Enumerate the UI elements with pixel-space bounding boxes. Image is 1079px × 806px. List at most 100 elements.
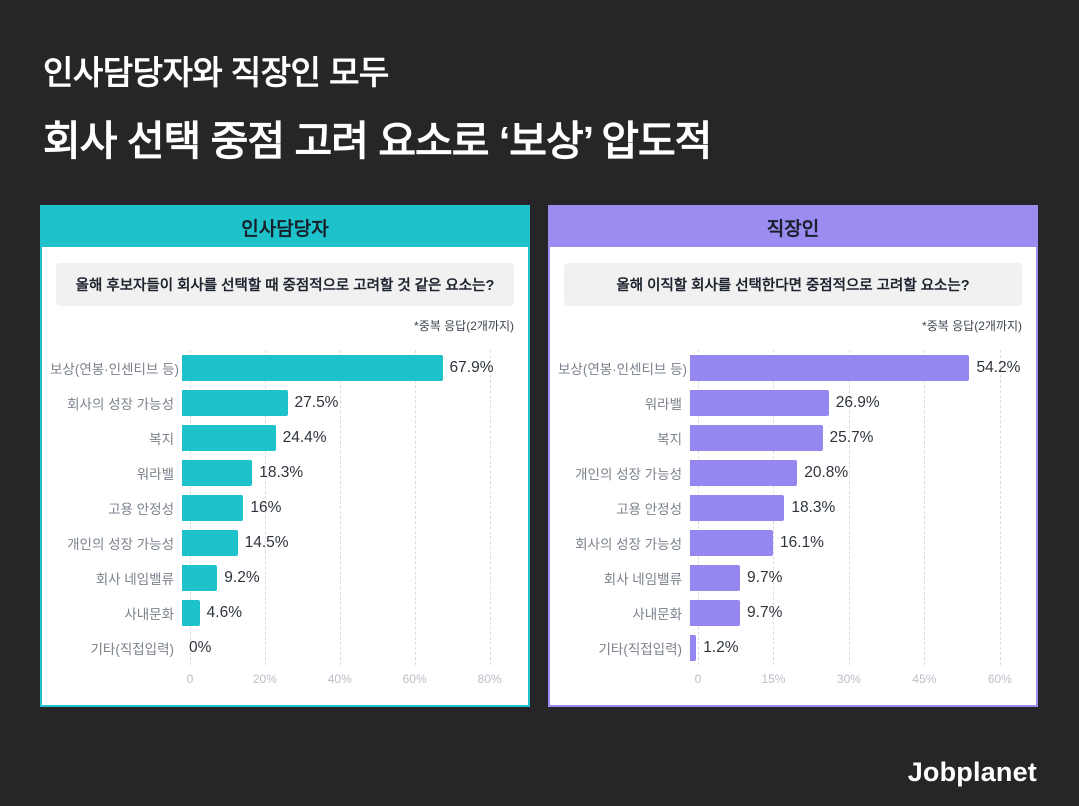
value-label: 1.2%: [703, 638, 739, 656]
x-tick-label: 0: [694, 672, 702, 686]
panel-employees: 직장인 올해 이직할 회사를 선택한다면 중점적으로 고려할 요소는? *중복 …: [548, 205, 1038, 707]
category-label: 워라밸: [644, 396, 682, 412]
value-label: 18.3%: [259, 463, 304, 481]
value-label: 54.2%: [976, 358, 1021, 376]
bar-row: 회사의 성장 가능성 16.1%: [558, 525, 1020, 560]
bar-track: 9.7%: [690, 564, 1020, 591]
x-tick-label: 60%: [402, 672, 427, 686]
panel-header-label: 직장인: [766, 218, 820, 240]
bar-row: 고용 안정성 16%: [50, 490, 512, 525]
bar: [182, 354, 443, 381]
bar: [182, 494, 244, 521]
category-label: 회사 네임밸류: [603, 571, 682, 587]
bar: [182, 424, 276, 451]
value-label: 9.2%: [224, 568, 260, 586]
value-label: 25.7%: [829, 428, 874, 446]
bar-rows: 보상(연봉·인센티브 등) 67.9% 회사의 성장 가능성 27.5% 복지 24.4%…: [50, 350, 512, 665]
x-tick-label: 20%: [252, 672, 277, 686]
value-label: 27.5%: [294, 393, 339, 411]
category-label: 기타(직접입력): [90, 641, 174, 657]
category-label: 기타(직접입력): [598, 641, 682, 657]
value-label: 9.7%: [747, 568, 783, 586]
panels-row: 인사담당자 올해 후보자들이 회사를 선택할 때 중점적으로 고려할 것 같은 …: [40, 205, 1038, 707]
bar: [690, 459, 798, 486]
bar: [690, 424, 823, 451]
bar-track: 9.7%: [690, 599, 1020, 626]
category-label: 사내문화: [632, 606, 682, 622]
x-tick-label: 0: [186, 672, 194, 686]
bar-row: 워라밸 18.3%: [50, 455, 512, 490]
category-label: 보상(연봉·인센티브 등): [50, 361, 180, 377]
bar-row: 사내문화 9.7%: [558, 595, 1020, 630]
bar-rows: 보상(연봉·인센티브 등) 54.2% 워라밸 26.9% 복지 25.7% 개인의 성장 …: [558, 350, 1020, 665]
question-box: 올해 이직할 회사를 선택한다면 중점적으로 고려할 요소는?: [564, 263, 1022, 306]
bar-track: 14.5%: [182, 529, 512, 556]
bar-row: 기타(직접입력) 0%: [50, 630, 512, 665]
category-label: 복지: [149, 431, 174, 447]
x-axis: 0 15% 30% 45% 60%: [694, 672, 1020, 692]
bar-track: 1.2%: [690, 634, 1020, 661]
bar: [182, 529, 238, 556]
gridline: [489, 350, 491, 665]
value-label: 18.3%: [791, 498, 836, 516]
panel-header-label: 인사담당자: [241, 218, 329, 240]
value-label: 26.9%: [835, 393, 880, 411]
bar: [182, 459, 253, 486]
title-line-1: 인사담당자와 직장인 모두: [43, 54, 389, 91]
category-label: 고용 안정성: [616, 501, 682, 517]
bar: [690, 564, 741, 591]
value-label: 20.8%: [804, 463, 849, 481]
value-label: 16.1%: [780, 533, 824, 551]
x-tick-label: 15%: [761, 672, 786, 686]
x-tick-label: 30%: [836, 672, 861, 686]
bar: [182, 599, 200, 626]
category-label: 개인의 성장 가능성: [67, 536, 174, 552]
value-label: 24.4%: [282, 428, 327, 446]
bar-row: 개인의 성장 가능성 20.8%: [558, 455, 1020, 490]
bar-track: 26.9%: [690, 389, 1020, 416]
x-tick-label: 80%: [477, 672, 502, 686]
value-label: 4.6%: [206, 603, 242, 621]
bar-track: 54.2%: [690, 354, 1021, 381]
bar-track: 24.4%: [182, 424, 512, 451]
bar: [182, 389, 288, 416]
panel-header-employees: 직장인: [550, 207, 1036, 247]
bar-track: 16%: [182, 494, 512, 521]
bar-track: 18.3%: [182, 459, 512, 486]
bar-track: 27.5%: [182, 389, 512, 416]
title-block: 인사담당자와 직장인 모두 회사 선택 중점 고려 요소로 ‘보상’ 압도적: [43, 46, 712, 167]
bar-row: 보상(연봉·인센티브 등) 54.2%: [558, 350, 1020, 385]
multi-answer-note: *중복 응답(2개까지): [414, 319, 514, 333]
bar-track: 0%: [182, 635, 512, 661]
bar: [690, 529, 774, 556]
category-label: 워라밸: [136, 466, 174, 482]
gridline: [339, 350, 341, 665]
bar-row: 기타(직접입력) 1.2%: [558, 630, 1020, 665]
bar-row: 회사 네임밸류 9.2%: [50, 560, 512, 595]
bar: [690, 494, 785, 521]
gridline: [924, 350, 926, 665]
bar-row: 사내문화 4.6%: [50, 595, 512, 630]
value-label: 14.5%: [244, 533, 289, 551]
category-label: 회사의 성장 가능성: [575, 536, 682, 552]
question-text: 올해 이직할 회사를 선택한다면 중점적으로 고려할 요소는?: [616, 278, 970, 294]
bar-row: 복지 24.4%: [50, 420, 512, 455]
bar-row: 고용 안정성 18.3%: [558, 490, 1020, 525]
question-text: 올해 후보자들이 회사를 선택할 때 중점적으로 고려할 것 같은 요소는?: [75, 278, 495, 294]
panel-hr-managers: 인사담당자 올해 후보자들이 회사를 선택할 때 중점적으로 고려할 것 같은 …: [40, 205, 530, 707]
category-label: 복지: [657, 431, 682, 447]
bar-track: 16.1%: [690, 529, 1020, 556]
bar-row: 복지 25.7%: [558, 420, 1020, 455]
bar-track: 67.9%: [182, 354, 512, 381]
x-tick-label: 40%: [327, 672, 352, 686]
category-label: 고용 안정성: [108, 501, 174, 517]
category-label: 사내문화: [124, 606, 174, 622]
multi-answer-note: *중복 응답(2개까지): [922, 319, 1022, 333]
bar: [690, 389, 829, 416]
bar-row: 회사 네임밸류 9.7%: [558, 560, 1020, 595]
category-label: 보상(연봉·인센티브 등): [558, 361, 688, 377]
category-label: 회사의 성장 가능성: [67, 396, 174, 412]
bar-track: 9.2%: [182, 564, 512, 591]
bar: [690, 634, 697, 661]
